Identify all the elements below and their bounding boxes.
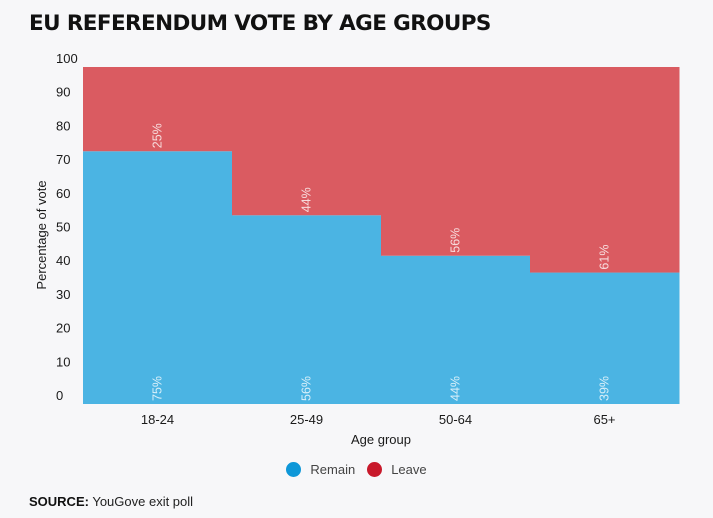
bar-remain-18-24: [83, 151, 233, 404]
data-label-leave-50-64: 56%: [449, 228, 463, 253]
bar-remain-65+: [530, 272, 680, 404]
data-label-remain-65+: 39%: [598, 376, 612, 401]
x-tick-label: 18-24: [141, 412, 174, 427]
legend-item-remain[interactable]: Remain: [286, 462, 355, 477]
data-label-remain-50-64: 44%: [449, 376, 463, 401]
chart-title: EU REFERENDUM VOTE BY AGE GROUPS: [29, 11, 491, 36]
y-tick-label: 10: [56, 354, 70, 369]
bar-leave-65+: [530, 67, 680, 273]
y-axis-ticks: 0 10 20 30 40 50 60 70 80 90 100: [56, 51, 78, 403]
data-label-remain-18-24: 75%: [151, 376, 165, 401]
y-tick-label: 0: [56, 388, 63, 403]
bar-remain-50-64: [381, 255, 531, 404]
source-label: SOURCE:: [29, 494, 89, 509]
x-tick-label: 65+: [593, 412, 615, 427]
legend-item-leave[interactable]: Leave: [367, 462, 427, 477]
bar-leave-25-49: [232, 67, 382, 216]
y-tick-label: 80: [56, 118, 70, 133]
legend-label-remain: Remain: [310, 462, 356, 477]
bars-group: [83, 67, 680, 404]
x-tick-label: 25-49: [290, 412, 323, 427]
bar-leave-18-24: [83, 67, 233, 152]
bar-remain-25-49: [232, 215, 382, 404]
source-text: YouGove exit poll: [92, 494, 194, 509]
x-axis-title: Age group: [351, 432, 411, 447]
data-label-leave-65+: 61%: [598, 245, 612, 270]
y-tick-label: 20: [56, 321, 70, 336]
y-tick-label: 50: [56, 220, 70, 235]
source-note: SOURCE: YouGove exit poll: [29, 494, 193, 509]
bar-leave-50-64: [381, 67, 531, 256]
data-label-leave-25-49: 44%: [300, 187, 314, 212]
y-tick-label: 40: [56, 253, 70, 268]
data-labels: 75% 25% 56% 44% 44% 56% 39% 61%: [151, 123, 612, 401]
y-tick-label: 30: [56, 287, 70, 302]
x-axis-ticks: 18-24 25-49 50-64 65+: [141, 412, 616, 427]
x-tick-label: 50-64: [439, 412, 472, 427]
data-label-remain-25-49: 56%: [300, 376, 314, 401]
legend-label-leave: Leave: [391, 462, 427, 477]
y-tick-label: 60: [56, 186, 70, 201]
y-tick-label: 70: [56, 152, 70, 167]
data-label-leave-18-24: 25%: [151, 123, 165, 148]
y-tick-label: 90: [56, 85, 70, 100]
y-axis-title: Percentage of vote: [34, 180, 49, 289]
leave-dot-icon: [367, 462, 383, 477]
remain-dot-icon: [286, 462, 302, 477]
legend: Remain Leave: [0, 462, 713, 477]
y-tick-label: 100: [56, 51, 78, 66]
